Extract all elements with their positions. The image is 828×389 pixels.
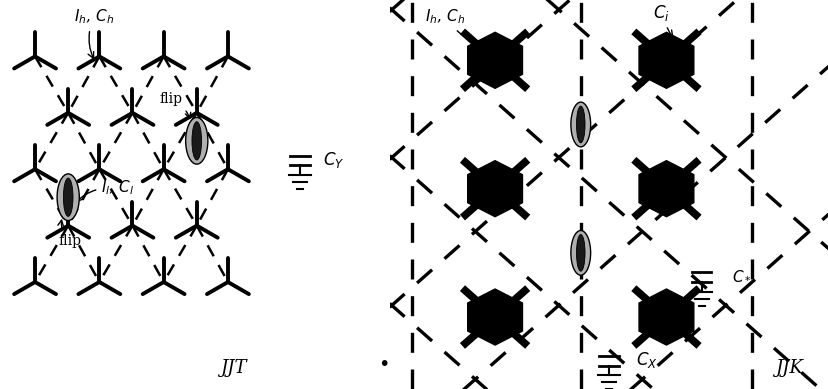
Text: $I_l$, $C_l$: $I_l$, $C_l$ [77,179,134,201]
Ellipse shape [192,122,201,160]
Text: $C_X$: $C_X$ [635,350,657,370]
Text: JJK: JJK [774,359,802,377]
Text: $C_*$: $C_*$ [731,269,751,283]
Ellipse shape [570,230,590,275]
Polygon shape [638,32,693,88]
Ellipse shape [575,235,585,271]
Ellipse shape [575,106,585,143]
Text: JJT: JJT [220,359,247,377]
Ellipse shape [57,174,79,221]
Ellipse shape [185,117,208,164]
Text: $I_h$, $C_h$: $I_h$, $C_h$ [424,7,482,47]
Text: $C_i$: $C_i$ [652,2,672,37]
Text: flip: flip [160,92,190,118]
Text: flip: flip [58,220,81,248]
Ellipse shape [63,178,73,216]
Ellipse shape [570,102,590,147]
Polygon shape [638,161,693,217]
Text: $I_h$, $C_h$: $I_h$, $C_h$ [74,7,114,58]
Polygon shape [467,161,522,217]
Text: $C_Y$: $C_Y$ [323,150,344,170]
Text: •: • [378,356,389,374]
Polygon shape [467,289,522,345]
Polygon shape [638,289,693,345]
Polygon shape [467,32,522,88]
